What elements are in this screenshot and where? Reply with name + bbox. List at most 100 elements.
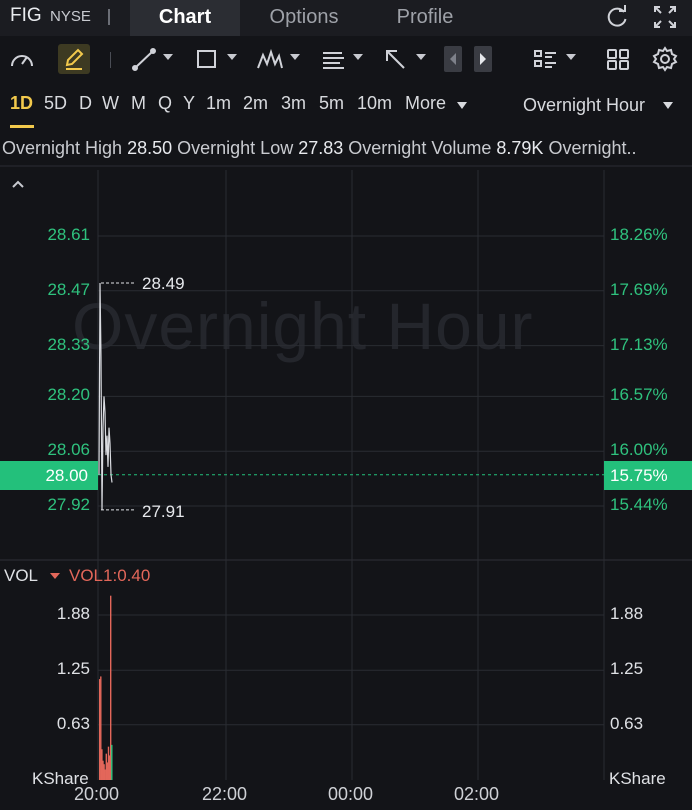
period-m[interactable]: M bbox=[131, 93, 146, 113]
pattern-tool-caret-icon[interactable] bbox=[290, 54, 300, 60]
low-marker-label: 27.91 bbox=[142, 502, 185, 521]
volume-tick-label: 1.25 bbox=[56, 659, 90, 679]
time-tick-label: 02:00 bbox=[454, 784, 500, 804]
price-tick-label: 27.92 bbox=[47, 495, 90, 514]
volume-tick-label: 0.63 bbox=[56, 713, 90, 733]
current-price-tag: 28.00 bbox=[0, 461, 98, 490]
period-5d[interactable]: 5D bbox=[44, 93, 68, 113]
ticker-symbol: FIG bbox=[10, 5, 42, 26]
volume-bar-11 bbox=[111, 744, 113, 780]
step-forward-icon[interactable] bbox=[474, 46, 492, 72]
volume-unit-right: KShare bbox=[609, 769, 666, 788]
price-tick-label: 28.06 bbox=[47, 440, 90, 460]
step-back-icon[interactable] bbox=[444, 46, 462, 72]
time-tick-label: 20:00 bbox=[74, 784, 120, 804]
volume-tick-label-right: 1.25 bbox=[610, 659, 644, 679]
tab-chart[interactable]: Chart bbox=[130, 0, 240, 36]
volume-bar-2 bbox=[101, 749, 103, 780]
price-tick-label: 28.20 bbox=[47, 385, 90, 405]
high-marker-label: 28.49 bbox=[142, 274, 185, 293]
overnight-stats: Overnight High 28.50 Overnight Low 27.83… bbox=[2, 138, 690, 159]
period-10m[interactable]: 10m bbox=[357, 93, 393, 113]
volume-bar-5 bbox=[104, 769, 106, 780]
price-tick-label: 28.33 bbox=[47, 334, 90, 354]
volume-bar-8 bbox=[107, 746, 110, 780]
period-1d[interactable]: 1D bbox=[10, 93, 34, 113]
time-tick-label: 00:00 bbox=[328, 784, 374, 804]
session-caret-icon[interactable] bbox=[663, 102, 673, 109]
volume-panel-label: VOL bbox=[4, 566, 39, 585]
pct-tick-label: 18.26% bbox=[610, 225, 668, 244]
volume-caret-icon[interactable] bbox=[50, 573, 60, 579]
period-3m[interactable]: 3m bbox=[281, 93, 307, 113]
pct-tick-label: 17.13% bbox=[610, 334, 668, 354]
volume-tick-label: 1.88 bbox=[56, 604, 90, 623]
current-pct-tag: 15.75% bbox=[604, 461, 692, 490]
volume-label: Overnight Volume bbox=[348, 138, 492, 158]
volume-unit-left: KShare bbox=[32, 769, 89, 788]
fullscreen-icon[interactable] bbox=[652, 4, 678, 30]
volume-bar-7 bbox=[106, 762, 109, 780]
high-value: 28.50 bbox=[127, 138, 173, 158]
period-2m[interactable]: 2m bbox=[243, 93, 269, 113]
period-5m[interactable]: 5m bbox=[319, 93, 345, 113]
layout-list-icon[interactable] bbox=[532, 44, 560, 74]
low-label: Overnight Low bbox=[177, 138, 294, 158]
more-caret-icon[interactable] bbox=[457, 102, 467, 109]
settings-icon[interactable] bbox=[651, 44, 679, 74]
price-tick-label: 28.47 bbox=[47, 279, 90, 299]
pct-tick-label: 16.57% bbox=[610, 385, 668, 405]
pencil-icon[interactable] bbox=[58, 44, 90, 74]
volume-bar-4 bbox=[103, 764, 105, 780]
pct-tick-label: 17.69% bbox=[610, 279, 668, 299]
volume-value: 8.79K bbox=[496, 138, 544, 158]
arrow-tool-caret-icon[interactable] bbox=[416, 54, 426, 60]
refresh-icon[interactable] bbox=[604, 4, 630, 30]
period-selector: 1D 5D D W M Q Y 1m 2m 3m 5m 10m More Ove… bbox=[0, 88, 692, 128]
text-tool-caret-icon[interactable] bbox=[353, 54, 363, 60]
line-tool-icon[interactable] bbox=[130, 44, 158, 74]
period-more[interactable]: More bbox=[405, 93, 447, 113]
line-tool-caret-icon[interactable] bbox=[163, 54, 173, 60]
volume-bar-9 bbox=[108, 755, 111, 780]
period-d[interactable]: D bbox=[79, 93, 92, 113]
trailing-label: Overnight.. bbox=[548, 138, 637, 158]
exchange-name: NYSE bbox=[50, 8, 91, 25]
header-divider bbox=[108, 9, 110, 25]
session-select[interactable]: Overnight Hour bbox=[523, 95, 646, 115]
session-watermark: Overnight Hour bbox=[72, 289, 534, 363]
pattern-tool-icon[interactable] bbox=[255, 44, 285, 74]
layout-caret-icon[interactable] bbox=[566, 54, 576, 60]
time-tick-label: 22:00 bbox=[202, 784, 248, 804]
toolbar-divider bbox=[110, 52, 111, 68]
grid-icon[interactable] bbox=[604, 44, 632, 74]
period-w[interactable]: W bbox=[102, 93, 119, 113]
gauge-icon[interactable] bbox=[8, 44, 36, 74]
rectangle-tool-caret-icon[interactable] bbox=[227, 54, 237, 60]
tab-options[interactable]: Options bbox=[269, 6, 339, 28]
volume-tick-label-right: 1.88 bbox=[610, 604, 644, 623]
header-bar: FIG NYSE Chart Options Profile bbox=[0, 0, 692, 36]
price-tick-label: 28.61 bbox=[47, 225, 90, 244]
volume-bar-10 bbox=[110, 595, 112, 780]
volume-bar-1 bbox=[100, 676, 102, 780]
high-label: Overnight High bbox=[2, 138, 123, 158]
period-y[interactable]: Y bbox=[183, 93, 196, 113]
text-tool-icon[interactable] bbox=[320, 44, 348, 74]
pct-tick-label: 16.00% bbox=[610, 440, 668, 460]
volume-bar-0 bbox=[99, 679, 101, 780]
tab-profile[interactable]: Profile bbox=[396, 6, 454, 28]
period-active-underline bbox=[10, 125, 34, 128]
volume-bar-6 bbox=[105, 753, 107, 780]
arrow-tool-icon[interactable] bbox=[382, 44, 410, 74]
volume-indicator-value: VOL1:0.40 bbox=[69, 566, 151, 585]
collapse-chevron-icon[interactable] bbox=[11, 176, 25, 194]
volume-tick-label-right: 0.63 bbox=[610, 713, 644, 733]
period-1m[interactable]: 1m bbox=[206, 93, 232, 113]
drawing-toolbar bbox=[0, 38, 692, 82]
rectangle-tool-icon[interactable] bbox=[193, 44, 221, 74]
low-value: 27.83 bbox=[298, 138, 344, 158]
price-line bbox=[98, 282, 113, 510]
period-q[interactable]: Q bbox=[158, 93, 173, 113]
